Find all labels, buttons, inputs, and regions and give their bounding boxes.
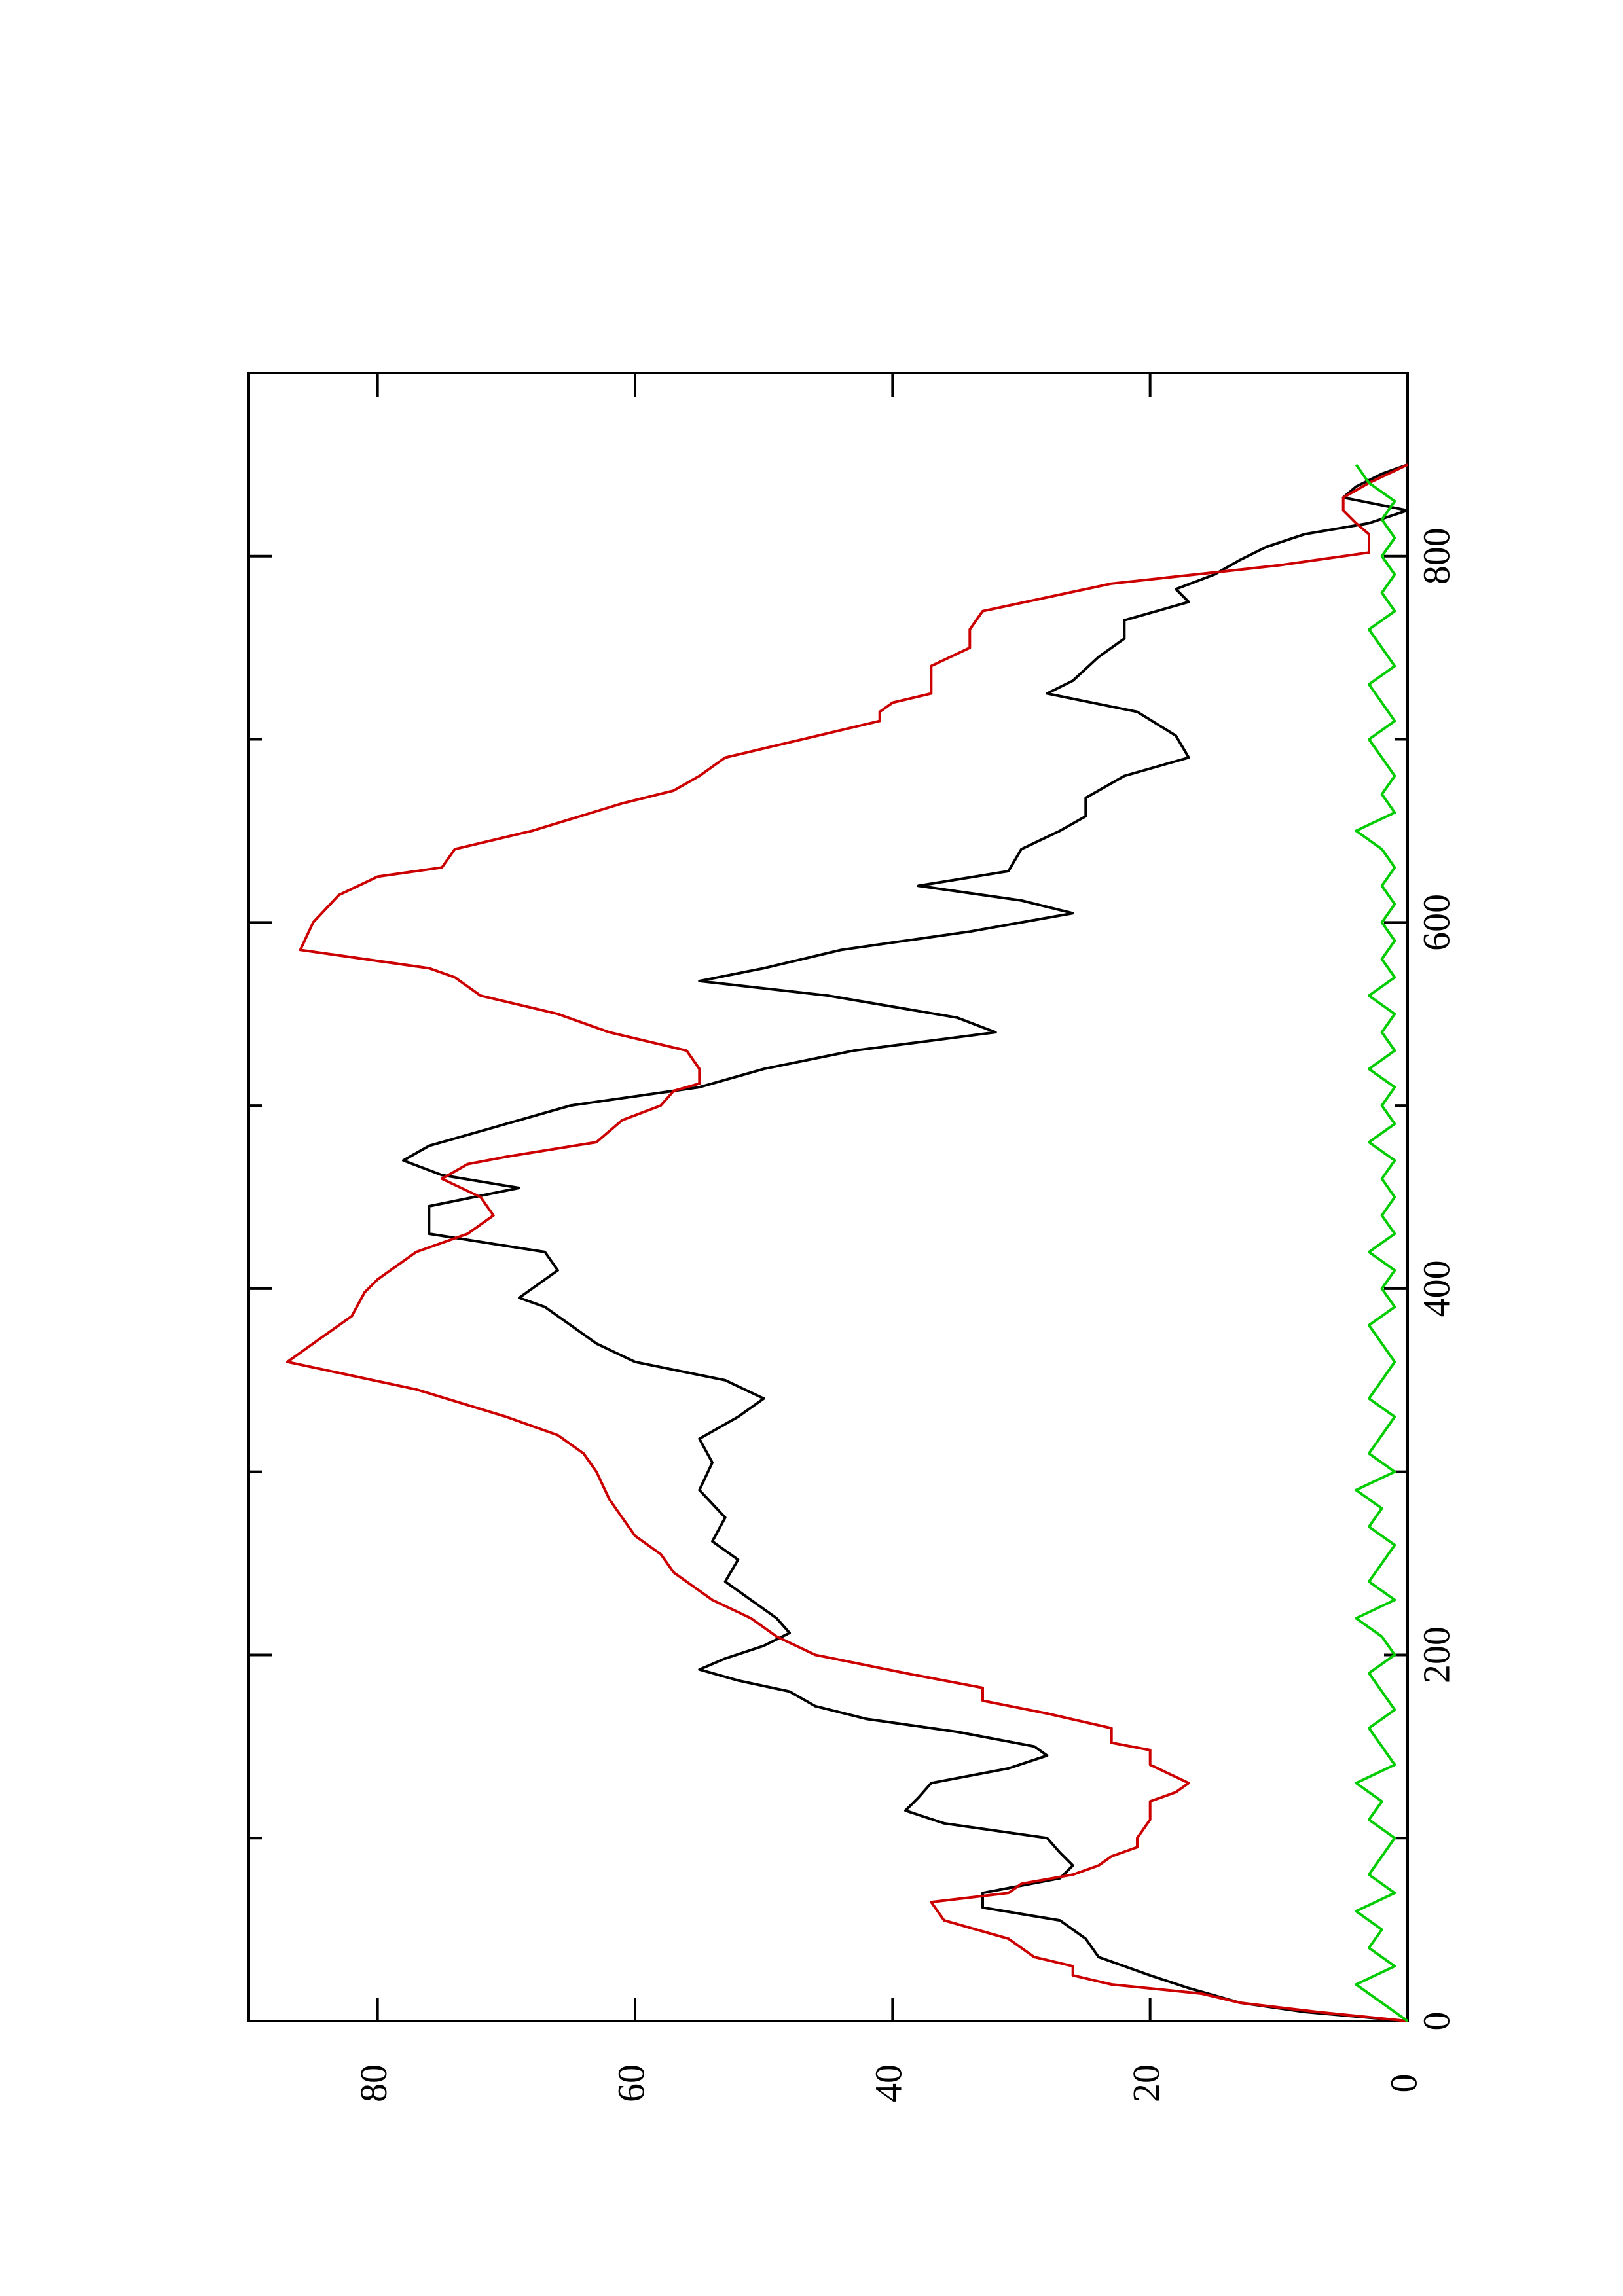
x-tick-label: 0 [1415,2012,1457,2031]
y-tick-label: 0 [1382,2074,1425,2093]
tick-labels: 0 200 400 600 800 0 20 40 60 80 [352,528,1457,2102]
x-tick-label: 400 [1415,1260,1457,1317]
x-tick-label: 800 [1415,528,1457,584]
y-tick-label: 80 [352,2064,395,2102]
x-tick-label: 600 [1415,894,1457,951]
axis-ticks [249,373,1409,2022]
x-tick-label: 200 [1415,1626,1457,1683]
series-line-3 [1355,463,1409,2022]
y-tick-label: 60 [610,2064,652,2102]
y-tick-label: 20 [1125,2064,1167,2102]
y-tick-label: 40 [867,2064,910,2102]
series-line-2 [286,463,1408,2022]
series-line-1 [402,463,1409,2022]
series-layer [286,463,1409,2022]
plot-frame [247,372,1409,2022]
